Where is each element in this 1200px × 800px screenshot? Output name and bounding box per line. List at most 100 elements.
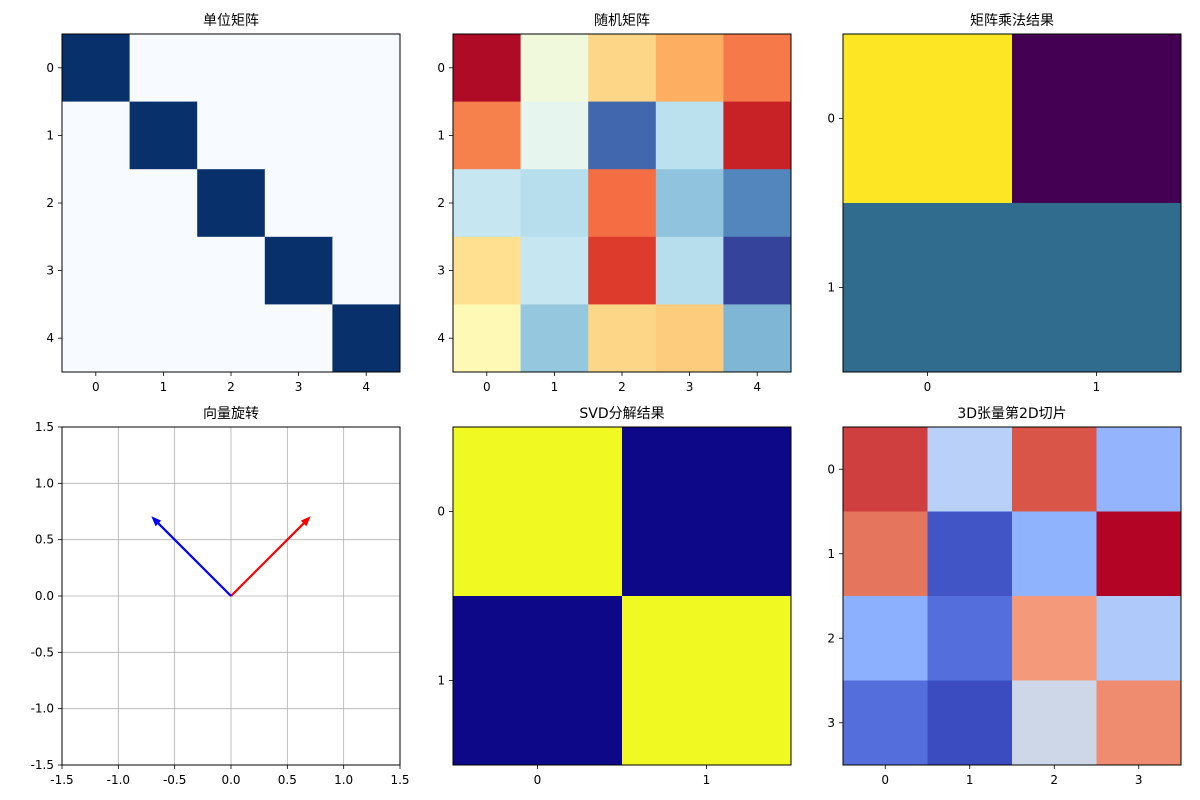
heatmap-cell [197,101,266,170]
x-tick-label: 0 [881,773,889,787]
heatmap-cell [453,427,623,597]
subplot-title: 3D张量第2D切片 [957,405,1066,422]
x-tick-label: 2 [1050,773,1058,787]
heatmap-cell [453,169,521,238]
heatmap-cell [927,427,1013,512]
y-tick-label: 2 [827,631,835,645]
heatmap-cell [1096,511,1182,597]
heatmap-cell [927,680,1013,766]
y-tick-label: -1.0 [31,702,54,716]
x-tick-label: 4 [362,380,370,394]
heatmap-cell [655,101,724,170]
heatmap-cell [453,304,521,373]
heatmap-cell [655,304,724,373]
x-tick-label: -1.0 [107,773,130,787]
heatmap-cell [1012,511,1097,597]
heatmap-cell [1096,680,1182,766]
y-tick-label: 0 [827,112,835,126]
heatmap-cell [453,101,521,170]
y-tick-label: 3 [827,716,835,730]
x-tick-label: 2 [618,380,626,394]
y-tick-label: 2 [46,196,54,210]
heatmap-cell [332,304,401,373]
heatmap-cell [264,101,333,170]
heatmap-cell [197,34,266,102]
heatmap-cell [332,236,401,305]
heatmap-cell [843,427,928,512]
heatmap-cell [622,596,792,766]
subplot-title: SVD分解结果 [579,406,664,422]
heatmap-cell [588,304,657,373]
y-tick-label: 1 [437,128,445,142]
x-tick-label: 1 [551,380,559,394]
x-tick-label: 1 [703,773,711,787]
y-tick-label: 1 [827,281,835,295]
y-tick-label: -1.5 [31,758,54,772]
heatmap-cell [655,236,724,305]
x-tick-label: 0 [534,773,542,787]
vector-arrowhead [300,516,311,527]
y-tick-label: 0 [437,505,445,519]
heatmap-cell [453,596,623,766]
x-tick-label: 0 [924,380,932,394]
heatmap-cell [843,680,928,766]
subplot-6: 3D张量第2D切片 0 1 2 3 0 1 2 3 [827,405,1182,787]
heatmap-cell [197,169,266,238]
y-tick-label: 3 [46,264,54,278]
y-tick-label: 1 [46,128,54,142]
heatmap-cell [129,101,198,170]
heatmap-cell [62,169,130,238]
y-tick-label: 0 [437,61,445,75]
y-tick-label: 1.0 [35,476,54,490]
subplot-title: 矩阵乘法结果 [970,13,1054,29]
heatmap-cell [129,34,198,102]
y-tick-label: 1 [437,674,445,688]
y-tick-label: 4 [46,331,54,345]
heatmap-cell [723,236,792,305]
y-tick-label: 3 [437,264,445,278]
axes-frame [842,426,1182,766]
heatmap-cell [197,236,266,305]
axes-frame [452,33,792,373]
y-tick-label: 2 [437,196,445,210]
heatmap-cell [588,169,657,238]
heatmap-cell [927,596,1013,681]
heatmap-cell [332,34,401,102]
vector-shaft [157,522,232,597]
heatmap-cell [588,236,657,305]
heatmap-cell [1012,680,1097,766]
vector-arrowhead [151,516,162,527]
heatmap-cell [197,304,266,373]
x-tick-label: 4 [753,380,761,394]
heatmap-cell [843,203,1013,373]
x-tick-label: 1 [160,380,168,394]
heatmap-cell [1012,596,1097,681]
heatmap-cell [927,511,1013,597]
x-tick-label: 3 [686,380,694,394]
heatmap-cell [588,34,657,102]
heatmap-cell [62,304,130,373]
vector-shaft [230,522,305,597]
y-tick-label: 0.5 [35,533,54,547]
x-tick-label: 2 [227,380,235,394]
heatmap-cell [264,34,333,102]
heatmap-cell [62,236,130,305]
heatmap-cell [588,101,657,170]
subplot-title: 向量旋转 [203,406,259,422]
y-tick-label: 4 [437,331,445,345]
heatmap-cell [723,34,792,102]
heatmap-cell [1012,34,1182,204]
heatmap-cell [1096,596,1182,681]
y-tick-label: 0 [827,462,835,476]
heatmap-cell [520,304,589,373]
y-tick-label: 0.0 [35,589,54,603]
axes-frame [61,426,401,766]
x-tick-label: 0.0 [221,773,240,787]
subplot-title: 随机矩阵 [594,13,650,29]
heatmap-cell [622,427,792,597]
x-tick-label: 0 [92,380,100,394]
x-tick-label: 0 [483,380,491,394]
heatmap-cell [332,101,401,170]
axes-frame [452,426,792,766]
